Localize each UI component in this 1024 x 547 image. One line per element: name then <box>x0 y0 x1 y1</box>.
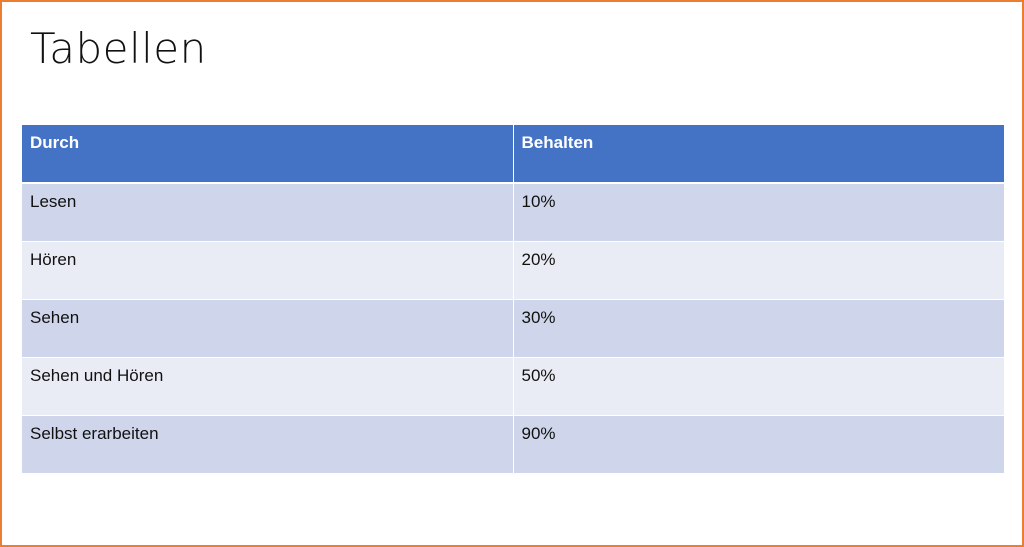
table-row: Sehen und Hören 50% <box>22 357 1004 416</box>
cell-method: Sehen und Hören <box>22 357 514 416</box>
cell-retention: 20% <box>513 241 1004 300</box>
table-row: Selbst erarbeiten 90% <box>22 415 1004 474</box>
cell-method: Selbst erarbeiten <box>22 415 514 474</box>
cell-retention: 10% <box>513 183 1004 242</box>
table-row: Lesen 10% <box>22 183 1004 242</box>
table-row: Hören 20% <box>22 241 1004 300</box>
cell-method: Lesen <box>22 183 514 242</box>
header-cell-behalten: Behalten <box>513 125 1004 184</box>
cell-retention: 50% <box>513 357 1004 416</box>
table-header-row: Durch Behalten <box>22 125 1004 184</box>
table-row: Sehen 30% <box>22 299 1004 358</box>
cell-method: Sehen <box>22 299 514 358</box>
header-cell-durch: Durch <box>22 125 514 184</box>
slide-title: Tabellen <box>30 24 207 73</box>
cell-retention: 90% <box>513 415 1004 474</box>
cell-retention: 30% <box>513 299 1004 358</box>
data-table: Durch Behalten Lesen 10% Hören 20% Sehen… <box>22 125 1004 474</box>
cell-method: Hören <box>22 241 514 300</box>
